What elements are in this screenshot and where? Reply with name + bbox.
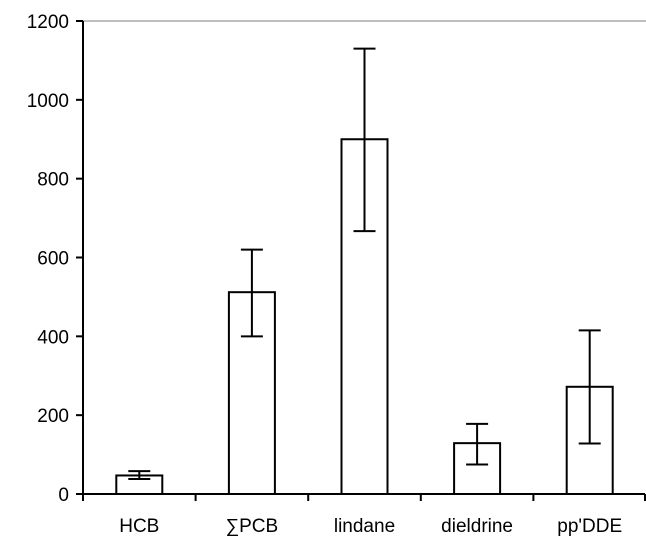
y-tick-label: 400 — [37, 327, 69, 348]
y-tick-label: 0 — [58, 485, 69, 506]
y-tick-label: 1000 — [27, 91, 69, 112]
y-tick-label: 1200 — [27, 12, 69, 33]
y-tick-label: 200 — [37, 406, 69, 427]
y-axis: 0 200 400 600 800 1000 1200 — [27, 12, 646, 506]
category-label-4: pp'DDE — [557, 516, 622, 537]
y-tick-label: 800 — [37, 170, 69, 191]
error-bar-4 — [578, 329, 601, 445]
category-label-2: lindane — [334, 516, 395, 537]
x-axis — [82, 493, 646, 501]
category-label-1: ∑PCB — [226, 516, 279, 537]
category-label-0: HCB — [119, 516, 159, 537]
category-label-3: dieldrine — [441, 516, 513, 537]
y-tick-label: 600 — [37, 249, 69, 270]
error-bar-2 — [353, 47, 376, 233]
error-bars — [128, 47, 601, 481]
error-bar-1 — [240, 248, 263, 338]
category-labels: HCB ∑PCB lindane dieldrine pp'DDE — [119, 516, 622, 537]
error-bar-3 — [466, 422, 489, 466]
error-bar-0 — [128, 470, 151, 481]
